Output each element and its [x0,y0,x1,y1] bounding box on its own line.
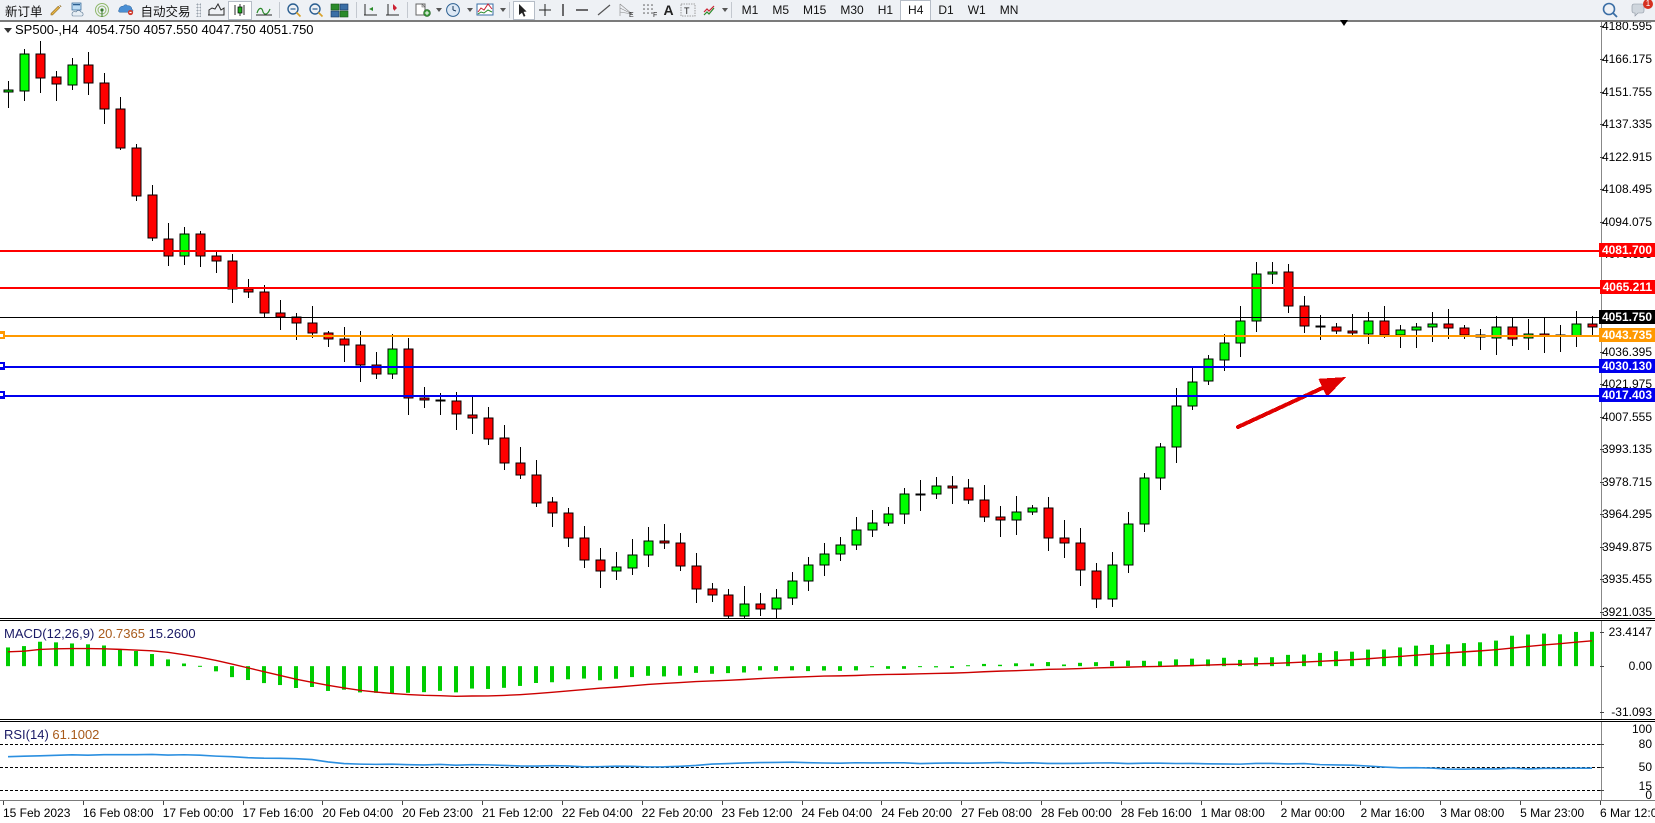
svg-text:E: E [629,12,634,18]
svg-text:F: F [653,12,657,17]
svg-text:T: T [684,6,690,16]
